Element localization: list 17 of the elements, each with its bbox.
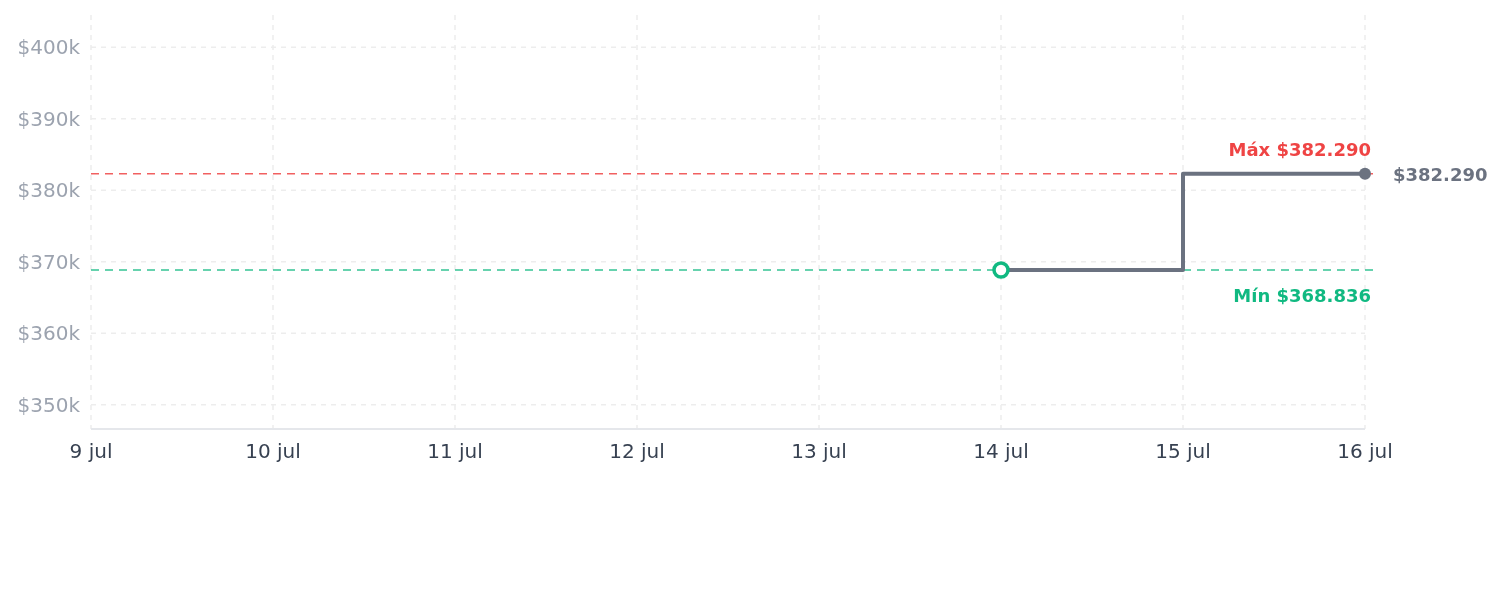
ref-line-label: Mín $368.836 [1233,284,1371,306]
x-tick-label: 15 jul [1155,439,1211,463]
x-tick-label: 13 jul [791,439,847,463]
y-tick-label: $370k [17,249,81,274]
x-tick-label: 14 jul [973,439,1029,463]
y-tick-label: $390k [17,106,81,131]
x-tick-label: 12 jul [609,439,665,463]
data-label: $382.290 [1393,163,1488,185]
y-tick-label: $360k [17,321,81,346]
x-tick-label: 11 jul [427,439,483,463]
x-tick-label: 9 jul [69,439,113,463]
y-tick-label: $350k [17,392,81,417]
x-tick-label: 10 jul [245,439,301,463]
x-tick-label: 16 jul [1337,439,1393,463]
ref-line-label: Máx $382.290 [1228,138,1371,160]
y-tick-label: $380k [17,178,81,203]
y-tick-label: $400k [17,35,81,60]
